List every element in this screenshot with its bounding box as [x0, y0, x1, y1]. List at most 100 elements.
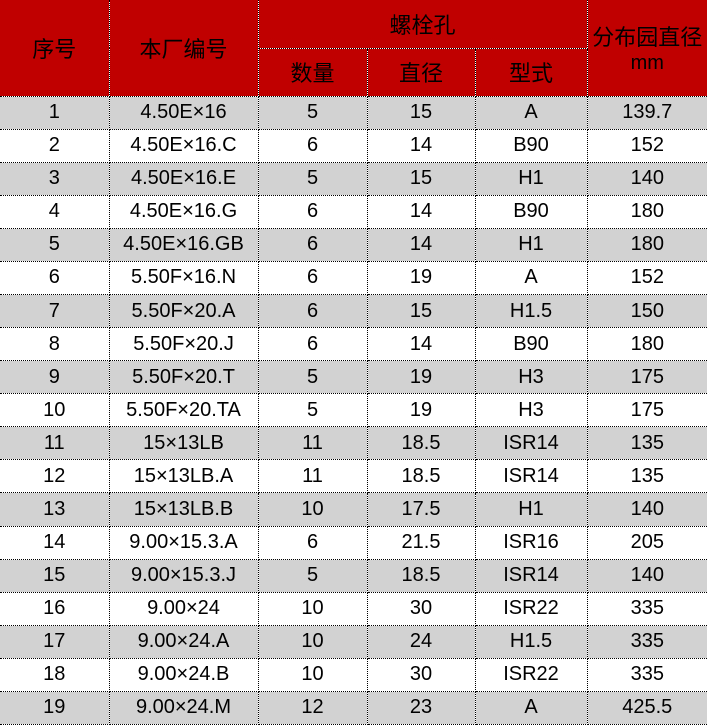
cell-factory-no: 9.00×24.B — [108, 657, 259, 692]
table-row: 15 9.00×15.3.J 5 18.5 ISR14 140 — [0, 558, 707, 593]
cell-quantity: 6 — [257, 260, 368, 295]
cell-quantity: 6 — [257, 525, 368, 560]
cell-quantity: 5 — [257, 360, 368, 395]
cell-circle-diameter: 150 — [586, 293, 707, 329]
cell-type: H1 — [474, 492, 588, 527]
cell-serial: 15 — [0, 558, 110, 593]
cell-diameter: 23 — [366, 690, 476, 725]
cell-serial: 10 — [0, 393, 110, 428]
cell-serial: 5 — [0, 227, 110, 262]
cell-factory-no: 4.50E×16.G — [108, 194, 259, 229]
cell-circle-diameter: 135 — [586, 459, 707, 494]
cell-type: ISR14 — [474, 558, 588, 593]
table-row: 2 4.50E×16.C 6 14 B90 152 — [0, 128, 707, 163]
cell-circle-diameter: 175 — [586, 360, 707, 395]
table-row: 7 5.50F×20.A 6 15 H1.5 150 — [0, 293, 707, 329]
cell-factory-no: 4.50E×16 — [108, 95, 259, 130]
cell-circle-diameter: 140 — [586, 558, 707, 593]
cell-circle-diameter: 425.5 — [586, 690, 707, 725]
cell-circle-diameter: 205 — [586, 525, 707, 560]
cell-serial: 8 — [0, 327, 110, 362]
header-circle-diameter-label: 分布园直径 — [592, 25, 703, 51]
header-diameter: 直径 — [366, 48, 476, 97]
cell-circle-diameter: 152 — [586, 128, 707, 163]
cell-factory-no: 4.50E×16.C — [108, 128, 259, 163]
cell-quantity: 11 — [257, 426, 368, 461]
cell-diameter: 14 — [366, 227, 476, 262]
cell-serial: 18 — [0, 657, 110, 692]
cell-type: ISR16 — [474, 525, 588, 560]
cell-factory-no: 4.50E×16.GB — [108, 227, 259, 262]
cell-circle-diameter: 175 — [586, 393, 707, 428]
cell-circle-diameter: 140 — [586, 161, 707, 196]
cell-quantity: 6 — [257, 128, 368, 163]
cell-diameter: 19 — [366, 260, 476, 295]
cell-type: ISR22 — [474, 591, 588, 626]
cell-serial: 14 — [0, 525, 110, 560]
table-row: 1 4.50E×16 5 15 A 139.7 — [0, 95, 707, 130]
cell-factory-no: 15×13LB — [108, 426, 259, 461]
cell-quantity: 10 — [257, 657, 368, 692]
cell-factory-no: 9.00×24.M — [108, 690, 259, 725]
cell-diameter: 15 — [366, 161, 476, 196]
header-circle-diameter: 分布园直径 mm — [586, 0, 707, 97]
table-row: 8 5.50F×20.J 6 14 B90 180 — [0, 327, 707, 362]
table-row: 18 9.00×24.B 10 30 ISR22 335 — [0, 657, 707, 692]
cell-circle-diameter: 180 — [586, 327, 707, 362]
table-row: 16 9.00×24 10 30 ISR22 335 — [0, 591, 707, 626]
table-row: 11 15×13LB 11 18.5 ISR14 135 — [0, 426, 707, 461]
cell-serial: 12 — [0, 459, 110, 494]
table-row: 5 4.50E×16.GB 6 14 H1 180 — [0, 227, 707, 262]
cell-factory-no: 5.50F×16.N — [108, 260, 259, 295]
cell-quantity: 5 — [257, 95, 368, 130]
cell-type: ISR22 — [474, 657, 588, 692]
cell-circle-diameter: 152 — [586, 260, 707, 295]
cell-factory-no: 9.00×24 — [108, 591, 259, 626]
cell-serial: 19 — [0, 690, 110, 725]
cell-type: ISR14 — [474, 426, 588, 461]
cell-quantity: 6 — [257, 327, 368, 362]
cell-factory-no: 9.00×15.3.J — [108, 558, 259, 593]
cell-diameter: 18.5 — [366, 426, 476, 461]
cell-factory-no: 4.50E×16.E — [108, 161, 259, 196]
cell-circle-diameter: 335 — [586, 657, 707, 692]
cell-diameter: 14 — [366, 327, 476, 362]
cell-factory-no: 15×13LB.A — [108, 459, 259, 494]
table-row: 9 5.50F×20.T 5 19 H3 175 — [0, 360, 707, 395]
cell-type: B90 — [474, 327, 588, 362]
cell-diameter: 19 — [366, 393, 476, 428]
table-row: 17 9.00×24.A 10 24 H1.5 335 — [0, 624, 707, 659]
cell-serial: 6 — [0, 260, 110, 295]
cell-type: H1 — [474, 161, 588, 196]
cell-type: H3 — [474, 393, 588, 428]
table-row: 6 5.50F×16.N 6 19 A 152 — [0, 260, 707, 295]
cell-factory-no: 5.50F×20.T — [108, 360, 259, 395]
cell-factory-no: 9.00×24.A — [108, 624, 259, 659]
table-row: 4 4.50E×16.G 6 14 B90 180 — [0, 194, 707, 229]
cell-diameter: 18.5 — [366, 558, 476, 593]
cell-circle-diameter: 335 — [586, 624, 707, 659]
cell-type: ISR14 — [474, 459, 588, 494]
header-circle-diameter-unit: mm — [630, 52, 664, 75]
cell-circle-diameter: 139.7 — [586, 95, 707, 130]
cell-type: A — [474, 690, 588, 725]
header-bolt-holes-group: 螺栓孔 — [257, 0, 588, 49]
cell-serial: 13 — [0, 492, 110, 527]
cell-quantity: 5 — [257, 558, 368, 593]
cell-type: A — [474, 95, 588, 130]
cell-type: H1.5 — [474, 293, 588, 329]
table-row: 10 5.50F×20.TA 5 19 H3 175 — [0, 393, 707, 428]
cell-diameter: 18.5 — [366, 459, 476, 494]
table-header: 序号 本厂编号 螺栓孔 分布园直径 mm 数量 直径 型式 — [0, 0, 707, 97]
cell-diameter: 14 — [366, 128, 476, 163]
header-factory-no: 本厂编号 — [108, 0, 259, 97]
cell-quantity: 10 — [257, 624, 368, 659]
cell-quantity: 5 — [257, 161, 368, 196]
table-row: 3 4.50E×16.E 5 15 H1 140 — [0, 161, 707, 196]
cell-serial: 3 — [0, 161, 110, 196]
cell-serial: 11 — [0, 426, 110, 461]
cell-diameter: 14 — [366, 194, 476, 229]
cell-serial: 7 — [0, 293, 110, 329]
cell-quantity: 10 — [257, 591, 368, 626]
